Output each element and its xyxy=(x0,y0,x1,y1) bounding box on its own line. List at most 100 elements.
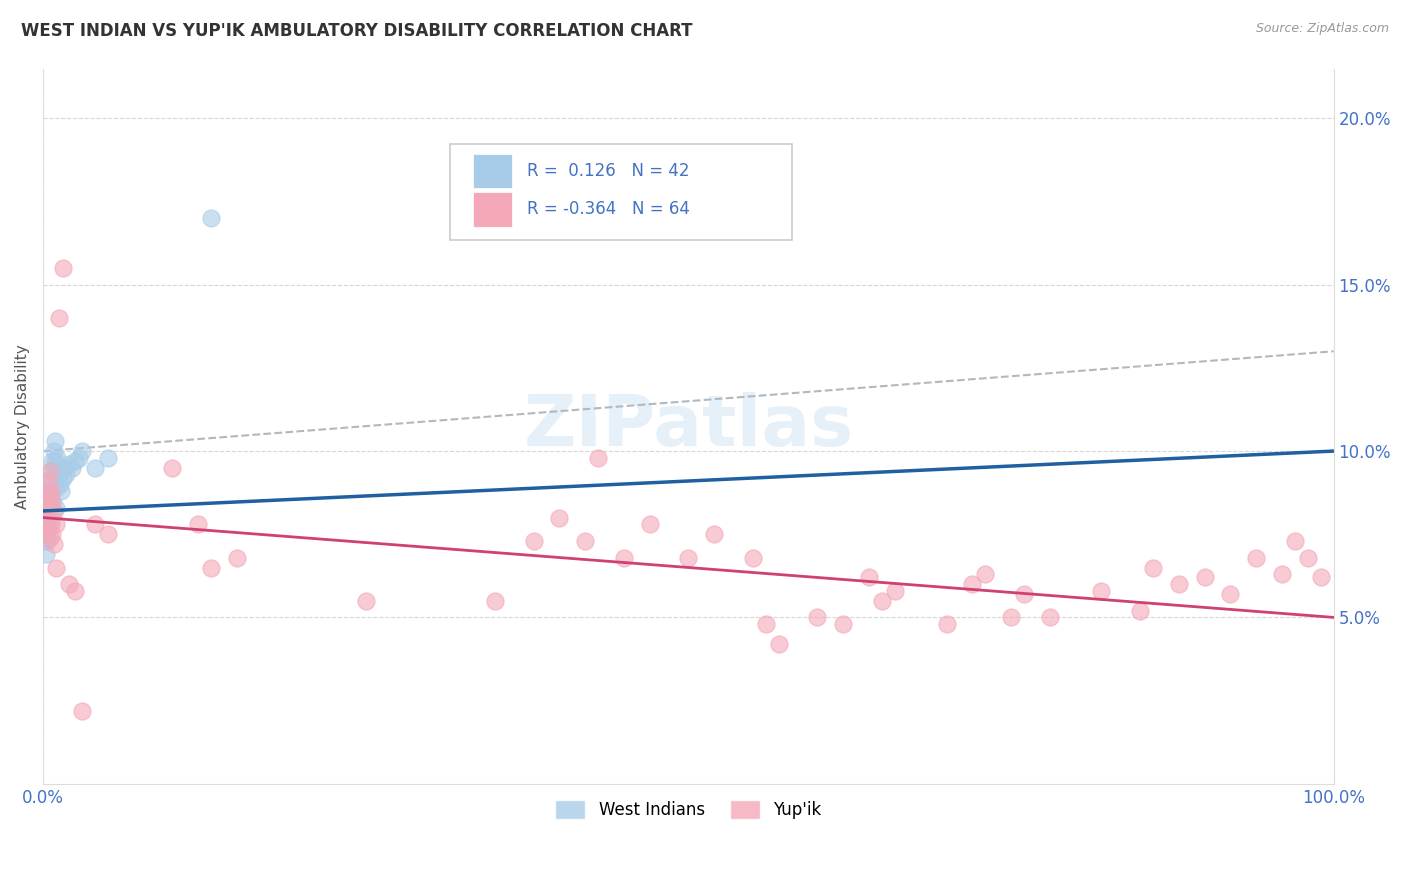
Point xyxy=(548,510,571,524)
Point xyxy=(35,483,58,498)
Point xyxy=(34,517,56,532)
Point xyxy=(678,550,700,565)
Point xyxy=(354,594,377,608)
Point xyxy=(200,560,222,574)
Point xyxy=(45,560,67,574)
Point xyxy=(45,460,67,475)
Point xyxy=(46,450,69,465)
Point xyxy=(39,504,62,518)
Point xyxy=(638,517,661,532)
Point xyxy=(1309,570,1331,584)
FancyBboxPatch shape xyxy=(450,144,792,240)
Point xyxy=(574,533,596,548)
Point xyxy=(1219,587,1241,601)
Point xyxy=(1167,577,1189,591)
Point xyxy=(41,494,63,508)
Point xyxy=(58,577,80,591)
Point xyxy=(55,467,77,482)
Point xyxy=(703,527,725,541)
Point xyxy=(37,494,59,508)
Point xyxy=(1012,587,1035,601)
Point xyxy=(37,474,59,488)
Bar xyxy=(472,153,512,188)
Point xyxy=(522,533,544,548)
Point xyxy=(45,500,67,515)
Point xyxy=(48,311,70,326)
Text: Source: ZipAtlas.com: Source: ZipAtlas.com xyxy=(1256,22,1389,36)
Point xyxy=(41,494,63,508)
Point xyxy=(60,460,83,475)
Point xyxy=(83,460,105,475)
Text: WEST INDIAN VS YUP'IK AMBULATORY DISABILITY CORRELATION CHART: WEST INDIAN VS YUP'IK AMBULATORY DISABIL… xyxy=(21,22,693,40)
Point xyxy=(37,524,59,538)
Point xyxy=(1142,560,1164,574)
Point xyxy=(187,517,209,532)
Point xyxy=(38,514,60,528)
Y-axis label: Ambulatory Disability: Ambulatory Disability xyxy=(15,343,30,508)
Point xyxy=(35,508,58,522)
Point xyxy=(97,527,120,541)
Point xyxy=(974,567,997,582)
Point xyxy=(35,547,58,561)
Point xyxy=(742,550,765,565)
Point xyxy=(41,474,63,488)
Point xyxy=(49,477,72,491)
Point xyxy=(35,514,58,528)
Point xyxy=(51,483,73,498)
Point xyxy=(65,454,87,468)
Point xyxy=(38,494,60,508)
Point xyxy=(37,504,59,518)
Point xyxy=(1194,570,1216,584)
Point xyxy=(52,460,75,475)
Point xyxy=(870,594,893,608)
Point xyxy=(39,483,62,498)
Point xyxy=(51,261,73,276)
Point xyxy=(225,550,247,565)
Point xyxy=(44,454,66,468)
Point xyxy=(41,454,63,468)
Point xyxy=(39,464,62,478)
Point xyxy=(42,504,65,518)
Point xyxy=(858,570,880,584)
Point xyxy=(200,211,222,226)
Point xyxy=(38,531,60,545)
Point xyxy=(586,450,609,465)
Point xyxy=(35,504,58,518)
Point xyxy=(962,577,984,591)
Point xyxy=(39,483,62,498)
Text: ZIPatlas: ZIPatlas xyxy=(523,392,853,460)
Point xyxy=(35,514,58,528)
Point xyxy=(48,467,70,482)
Point xyxy=(484,594,506,608)
Point xyxy=(1129,604,1152,618)
Point xyxy=(38,474,60,488)
Point xyxy=(65,583,87,598)
Point xyxy=(613,550,636,565)
Point xyxy=(832,617,855,632)
Point xyxy=(1284,533,1306,548)
Point xyxy=(806,610,828,624)
Point xyxy=(35,494,58,508)
Point xyxy=(755,617,778,632)
Point xyxy=(67,450,90,465)
Point xyxy=(162,460,184,475)
Point xyxy=(42,464,65,478)
Bar xyxy=(472,193,512,227)
Text: R = -0.364   N = 64: R = -0.364 N = 64 xyxy=(527,201,690,219)
Point xyxy=(44,434,66,449)
Point xyxy=(42,444,65,458)
Legend: West Indians, Yup'ik: West Indians, Yup'ik xyxy=(548,793,828,825)
Point xyxy=(70,444,93,458)
Point xyxy=(83,517,105,532)
Point xyxy=(1296,550,1319,565)
Point xyxy=(883,583,905,598)
Point xyxy=(1244,550,1267,565)
Point xyxy=(45,517,67,532)
Point xyxy=(42,537,65,551)
Point xyxy=(58,458,80,472)
Point xyxy=(34,504,56,518)
Point xyxy=(935,617,957,632)
Point xyxy=(35,527,58,541)
Point xyxy=(70,704,93,718)
Point xyxy=(45,481,67,495)
